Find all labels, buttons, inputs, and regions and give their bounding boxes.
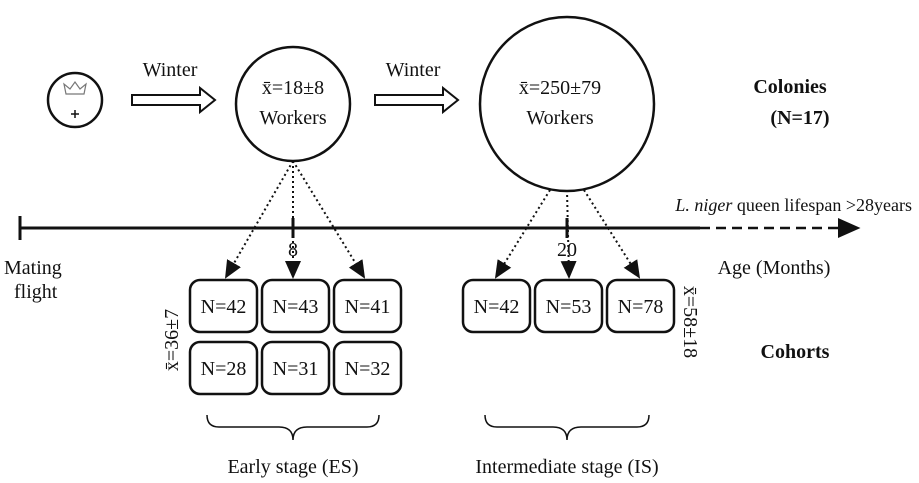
- start-label: flight: [14, 281, 58, 303]
- tick-label: 8: [288, 239, 298, 261]
- cohort-size: N=31: [273, 358, 319, 380]
- cohort-box: [188, 278, 259, 334]
- colony-circle: [234, 45, 352, 163]
- arrow-label: Winter: [143, 59, 198, 81]
- colonies-label: Colonies: [753, 76, 827, 98]
- stage-label: Intermediate stage (IS): [475, 456, 658, 478]
- cohorts-label: Cohorts: [761, 341, 830, 363]
- cohort-box: [188, 340, 259, 396]
- cohort-size: N=78: [618, 296, 664, 318]
- species: L. niger: [674, 195, 733, 215]
- cohort-box: [332, 340, 403, 396]
- colony-circle: [478, 15, 656, 193]
- winter-arrow: [374, 85, 460, 115]
- timeline: [18, 216, 861, 240]
- cohort-size: N=41: [345, 296, 391, 318]
- queen-icon: [46, 71, 104, 129]
- cohort-size: N=42: [201, 296, 247, 318]
- cohort-box: [260, 278, 331, 334]
- arrow-label: Winter: [386, 59, 441, 81]
- colonies-count: (N=17): [770, 107, 829, 129]
- start-label: Mating: [4, 257, 62, 279]
- node-label: Workers: [526, 107, 593, 129]
- node-label: Workers: [259, 107, 326, 129]
- group-mean: x̄=58±18: [679, 286, 701, 358]
- tick-label: 20: [557, 239, 577, 261]
- lifespan: queen lifespan >28years: [737, 195, 912, 215]
- cohort-size: N=32: [345, 358, 391, 380]
- cohort-box: [533, 278, 604, 334]
- brace: [484, 414, 650, 441]
- winter-arrow: [131, 85, 217, 115]
- cohort-size: N=42: [474, 296, 520, 318]
- cohort-boxes: N=42 N=43 N=41 N=28 N=31 N=32 N=42 N=53 N=78: [188, 278, 676, 396]
- cohort-box: [332, 278, 403, 334]
- lifespan-note: L. niger queen lifespan >28years: [674, 195, 912, 215]
- cohort-box: [605, 278, 676, 334]
- stage-label: Early stage (ES): [227, 456, 358, 478]
- cohort-box: [461, 278, 532, 334]
- node-mean: x̄=250±79: [519, 77, 601, 99]
- sampling-arrows: [224, 160, 641, 279]
- brace: [206, 414, 380, 441]
- group-mean: x̄=36±7: [161, 309, 183, 371]
- node-mean: x̄=18±8: [262, 77, 324, 99]
- axis-label: Age (Months): [718, 257, 831, 279]
- cohort-size: N=28: [201, 358, 247, 380]
- cohort-box: [260, 340, 331, 396]
- cohort-size: N=53: [546, 296, 592, 318]
- cohort-size: N=43: [273, 296, 319, 318]
